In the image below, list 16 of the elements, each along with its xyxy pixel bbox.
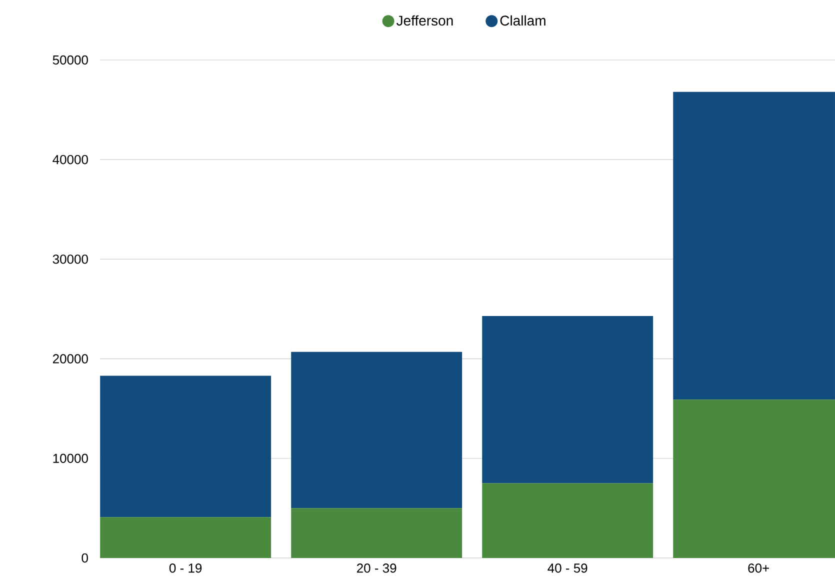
y-tick-label: 20000 [52, 354, 88, 364]
x-tick-label: 20 - 39 [357, 564, 396, 573]
bar [291, 508, 462, 558]
x-tick-label: 60+ [748, 564, 769, 573]
y-tick-label: 0 [82, 553, 88, 563]
y-tick-label: 10000 [53, 454, 88, 463]
x-tick-label: 0 - 19 [169, 564, 202, 573]
legend-label: Jefferson [396, 15, 453, 26]
bar [291, 352, 462, 508]
y-tick-label: 40000 [52, 154, 88, 164]
y-tick-label: 50000 [52, 55, 88, 65]
y-tick-label: 30000 [52, 254, 88, 264]
legend-label: Clallam [500, 15, 546, 26]
bar [100, 517, 272, 558]
x-tick-label: 40 - 59 [548, 564, 588, 573]
bar [100, 376, 272, 518]
